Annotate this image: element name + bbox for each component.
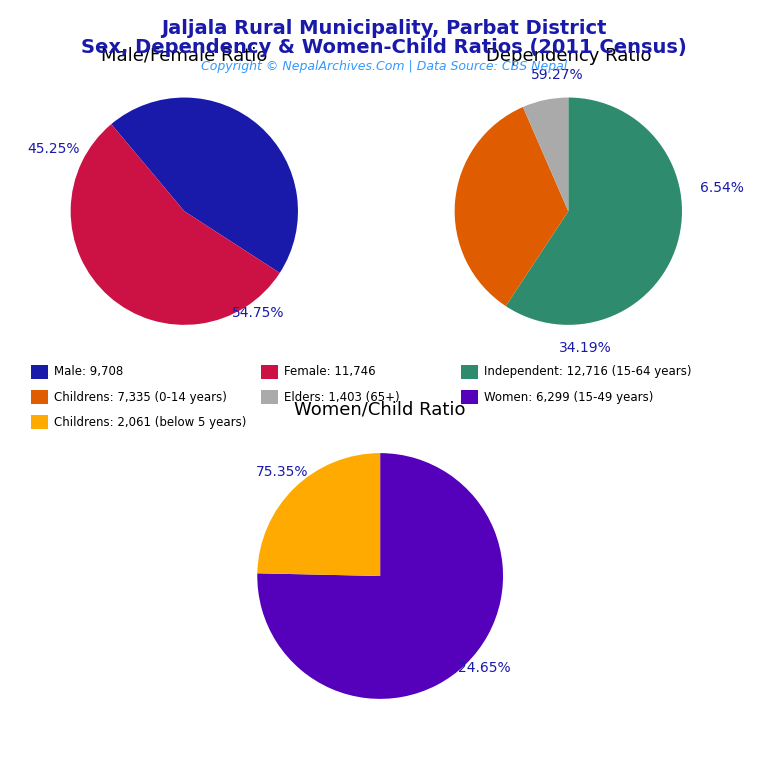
Wedge shape	[257, 453, 503, 699]
Wedge shape	[71, 124, 280, 325]
Wedge shape	[506, 98, 682, 325]
Wedge shape	[257, 453, 380, 576]
Text: 45.25%: 45.25%	[28, 141, 80, 156]
Title: Male/Female Ratio: Male/Female Ratio	[101, 47, 267, 65]
Title: Women/Child Ratio: Women/Child Ratio	[294, 400, 466, 418]
Text: Sex, Dependency & Women-Child Ratios (2011 Census): Sex, Dependency & Women-Child Ratios (20…	[81, 38, 687, 58]
Text: Elders: 1,403 (65+): Elders: 1,403 (65+)	[284, 391, 400, 403]
Text: Childrens: 7,335 (0-14 years): Childrens: 7,335 (0-14 years)	[54, 391, 227, 403]
Text: Women: 6,299 (15-49 years): Women: 6,299 (15-49 years)	[484, 391, 654, 403]
Title: Dependency Ratio: Dependency Ratio	[485, 47, 651, 65]
Wedge shape	[455, 107, 568, 306]
Text: Female: 11,746: Female: 11,746	[284, 366, 376, 378]
Text: Jaljala Rural Municipality, Parbat District: Jaljala Rural Municipality, Parbat Distr…	[161, 19, 607, 38]
Text: 54.75%: 54.75%	[232, 306, 284, 320]
Text: 75.35%: 75.35%	[256, 465, 308, 478]
Wedge shape	[523, 98, 568, 211]
Text: Male: 9,708: Male: 9,708	[54, 366, 123, 378]
Text: 59.27%: 59.27%	[531, 68, 583, 82]
Text: Copyright © NepalArchives.Com | Data Source: CBS Nepal: Copyright © NepalArchives.Com | Data Sou…	[201, 60, 567, 73]
Text: Childrens: 2,061 (below 5 years): Childrens: 2,061 (below 5 years)	[54, 416, 246, 429]
Text: 34.19%: 34.19%	[559, 340, 612, 355]
Text: 6.54%: 6.54%	[700, 181, 743, 196]
Text: 24.65%: 24.65%	[458, 661, 511, 675]
Wedge shape	[111, 98, 298, 273]
Text: Independent: 12,716 (15-64 years): Independent: 12,716 (15-64 years)	[484, 366, 691, 378]
